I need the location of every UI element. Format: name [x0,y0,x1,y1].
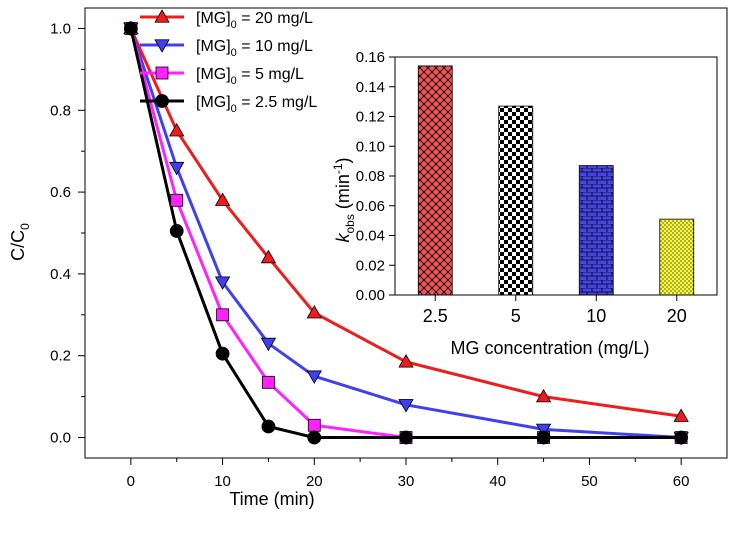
inset-bar-2.5 [417,65,453,296]
y-tick-label: 0.2 [50,348,71,365]
data-point-series-1 [535,423,552,438]
data-point-series-0 [214,192,231,206]
main-x-axis-label: Time (min) [229,489,314,509]
data-point-series-3 [123,21,138,36]
legend-marker [154,9,170,23]
x-tick-label: 30 [398,473,415,490]
x-tick-label: 40 [489,473,506,490]
data-point-series-3 [674,430,689,445]
data-point-series-1 [169,161,185,176]
inset-y-tick-label: 0.00 [356,287,385,304]
data-point-series-0 [260,249,277,264]
inset-x-tick-label: 5 [511,306,521,326]
inset-x-axis-label: MG concentration (mg/L) [450,338,649,358]
x-tick-label: 60 [673,473,690,490]
data-point-series-2 [262,375,275,389]
x-tick-label: 20 [306,473,323,490]
data-point-series-2 [307,418,321,432]
y-tick-label: 0.4 [50,266,71,283]
inset-y-tick-label: 0.10 [356,138,385,155]
inset-y-ticks: 0.00 0.02 0.04 0.06 0.08 0.10 0.12 0.14 0.16 [356,49,395,304]
data-point-series-1 [260,337,277,352]
data-point-series-1 [306,370,322,384]
legend-marker [154,39,170,53]
legend-label: [MG]0 = 5 mg/L [196,66,304,87]
inset-y-tick-label: 0.06 [356,198,385,215]
main-y-ticks: 0.0 0.2 0.4 0.6 0.8 1.0 [50,20,85,447]
data-point-series-3 [215,346,230,361]
series-line-0 [129,27,682,418]
y-tick-label: 0.0 [50,430,71,447]
series-line-3 [129,28,682,440]
legend-marker [155,94,169,108]
main-chart: 0 10 20 30 40 50 60 0.0 0.2 0.4 0.6 0.8 1.0 Time (m… [8,7,728,509]
inset-y-tick-label: 0.14 [356,79,385,96]
legend: [MG]0 = 20 mg/L [MG]0 = 10 mg/L [MG]0 = 5 … [140,9,317,115]
main-x-ticks: 0 10 20 30 40 50 60 [127,458,690,490]
x-tick-label: 0 [127,473,135,490]
data-point-series-3 [261,419,276,434]
data-point-series-0 [673,408,689,422]
series-line-1 [129,27,682,440]
data-point-series-0 [169,122,185,137]
inset-y-tick-label: 0.08 [356,168,385,185]
inset-bar-5 [498,105,534,296]
inset-y-tick-label: 0.16 [356,49,385,66]
legend-marker [155,66,169,80]
data-point-series-3 [536,430,551,445]
data-point-series-2 [216,308,229,322]
inset-bar-10 [578,165,614,296]
y-tick-label: 0.8 [50,102,71,119]
main-y-axis-label: C/C0 [8,223,32,261]
data-point-series-1 [398,399,414,413]
inset-x-tick-label: 10 [586,306,606,326]
data-point-series-0 [398,354,414,368]
inset-x-tick-label: 2.5 [423,306,448,326]
data-point-series-0 [535,388,552,403]
data-point-series-3 [169,224,184,238]
x-tick-label: 10 [214,473,231,490]
inset-y-axis-label: kobs (min-1) [331,157,357,242]
inset-y-tick-label: 0.02 [356,257,385,274]
data-point-series-3 [307,430,322,445]
data-point-series-3 [399,430,413,445]
legend-label: [MG]0 = 10 mg/L [196,38,313,59]
data-point-series-2 [170,193,184,207]
data-point-series-1 [214,276,231,290]
y-tick-label: 0.6 [50,184,71,201]
legend-label: [MG]0 = 20 mg/L [196,10,313,31]
legend-label: [MG]0 = 2.5 mg/L [196,94,317,115]
main-series [123,20,689,446]
inset-y-tick-label: 0.04 [356,228,385,245]
inset-y-tick-label: 0.12 [356,109,385,126]
x-tick-label: 50 [581,473,598,490]
inset-bar-20 [659,218,695,296]
inset-chart: 0.00 0.02 0.04 0.06 0.08 0.10 0.12 0.14 0.16 2.5… [331,49,718,358]
inset-x-ticks: 2.5 5 10 20 [423,295,687,326]
data-point-series-0 [306,304,322,319]
y-tick-label: 1.0 [50,20,71,37]
inset-x-tick-label: 20 [667,306,687,326]
